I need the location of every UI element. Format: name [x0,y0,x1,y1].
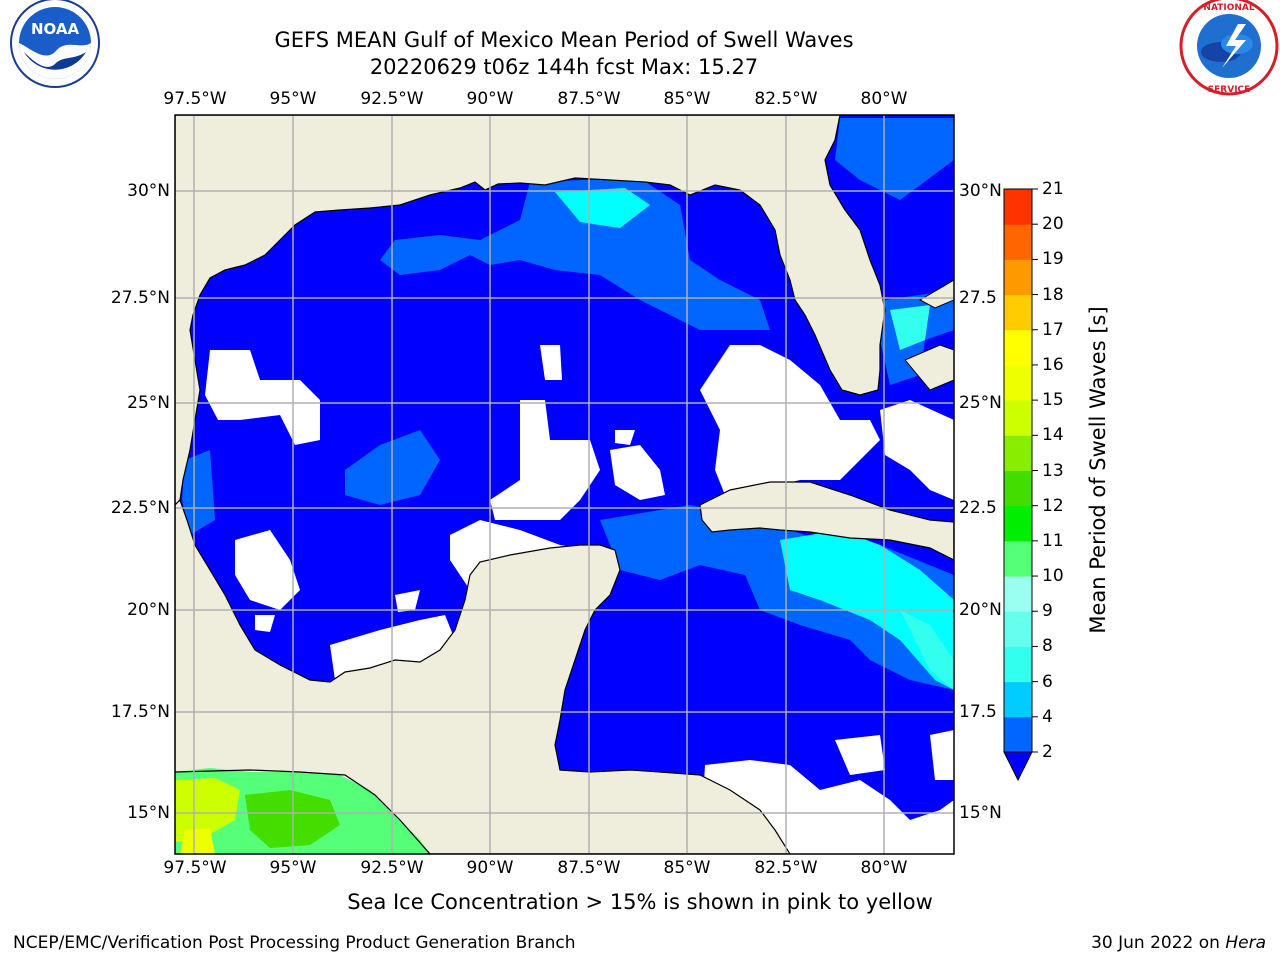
lat-label: 30°N [959,181,1002,201]
colorbar-tick-label: 17 [1042,319,1064,340]
colorbar-tick-label: 14 [1042,425,1064,446]
lat-label: 22.5 [959,498,997,518]
colorbar-segment [1004,435,1032,471]
lat-label: 15°N [127,803,170,823]
lat-label: 30°N [127,181,170,201]
colorbar-tick-label: 2 [1042,742,1053,762]
credit-text: NCEP/EMC/Verification Post Processing Pr… [13,933,576,953]
svg-text:SERVICE: SERVICE [1208,85,1251,95]
colorbar-tick-label: 19 [1042,249,1064,270]
lon-label: 90°W [466,89,514,109]
lon-label: 85°W [663,858,711,878]
colorbar-segment [1004,646,1032,683]
colorbar-segment [1004,716,1032,753]
colorbar-tick-label: 4 [1042,706,1053,727]
map-subtitle: 20220629 t06z 144h fcst Max: 15.27 [369,55,759,79]
lon-label: 80°W [860,858,908,878]
lon-label: 90°W [466,858,514,878]
noaa-logo: NOAA [10,0,100,88]
lon-label: 92.5°W [360,89,424,109]
land-mexico [175,498,791,854]
lat-label: 22.5°N [110,498,170,518]
date-value: 30 Jun 2022 on [1091,933,1220,953]
date-text: 30 Jun 2022 on Hera [1091,933,1266,953]
lat-label: 25°N [127,393,170,413]
colorbar-segment [1004,505,1032,542]
colorbar-label: Mean Period of Swell Waves [s] [1086,306,1110,634]
colorbar-tick-label: 18 [1042,284,1064,305]
lat-label: 25°N [959,393,1002,413]
colorbar-segment [1004,259,1032,296]
colorbar-tick-label: 12 [1042,495,1064,516]
colorbar-segment [1004,364,1032,401]
lat-label: 27.5 [959,288,997,308]
colorbar-segment [1004,540,1032,577]
lon-label: 87.5°W [557,89,621,109]
colorbar-segment [1004,400,1032,436]
map-frame [174,114,955,855]
colorbar-segment [1004,611,1032,647]
nws-logo: NATIONAL SERVICE [1179,0,1279,96]
map-area [175,115,954,854]
lon-label: 97.5°W [163,858,227,878]
lon-label: 95°W [269,89,317,109]
colorbar-tick-label: 20 [1042,214,1064,235]
colorbar-segment [1004,576,1032,612]
land-us-coast [175,115,886,506]
lat-label: 27.5°N [110,288,170,308]
colorbar-extend-arrow [1003,751,1033,782]
map-title: GEFS MEAN Gulf of Mexico Mean Period of … [274,28,854,52]
colorbar-segment [1004,224,1032,260]
colorbar-tick-label: 21 [1042,179,1064,199]
lon-label: 82.5°W [754,89,818,109]
colorbar-segment [1004,329,1032,366]
lon-label: 97.5°W [163,89,227,109]
lon-label: 92.5°W [360,858,424,878]
lon-label: 95°W [269,858,317,878]
lat-label: 17.5°N [110,702,170,722]
colorbar-tick-label: 10 [1042,566,1064,587]
lat-label: 17.5 [959,702,997,722]
colorbar-tick-label: 9 [1042,601,1053,622]
colorbar-segment [1004,189,1032,225]
colorbar-tick-label: 15 [1042,390,1064,411]
lon-label: 85°W [663,89,711,109]
sea-ice-note: Sea Ice Concentration > 15% is shown in … [347,890,933,914]
colorbar-tick-label: 8 [1042,636,1053,657]
colorbar-tick-label: 11 [1042,530,1064,551]
svg-text:NOAA: NOAA [31,20,80,38]
colorbar-segment [1004,470,1032,507]
lon-label: 82.5°W [754,858,818,878]
graticule [175,115,954,854]
land-cuba [699,481,954,561]
lon-label: 87.5°W [557,858,621,878]
lon-label: 80°W [860,89,908,109]
machine-name: Hera [1225,933,1266,953]
colorbar-tick-label: 6 [1042,671,1053,692]
lat-label: 20°N [959,600,1002,620]
colorbar-tick-label: 16 [1042,354,1064,375]
colorbar [1003,188,1038,782]
lat-label: 15°N [959,803,1002,823]
svg-text:NATIONAL: NATIONAL [1203,3,1254,13]
lat-label: 20°N [127,600,170,620]
colorbar-tick-label: 13 [1042,460,1064,481]
colorbar-segment [1004,294,1032,331]
colorbar-segment [1004,681,1032,718]
